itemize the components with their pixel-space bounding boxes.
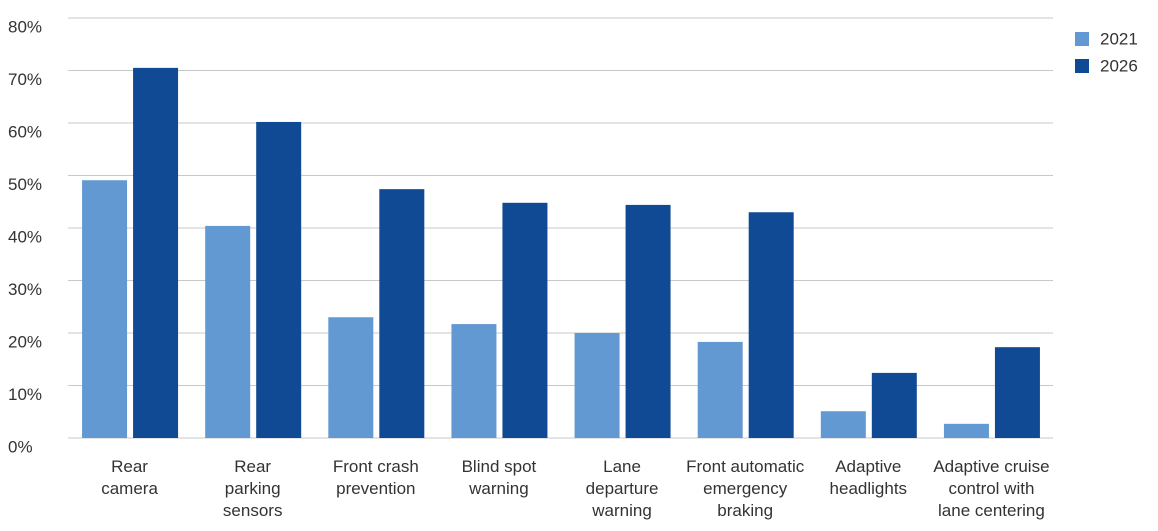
x-tick-label: Rear parking sensors	[222, 457, 283, 520]
x-tick-label: Front automatic emergency braking	[686, 457, 805, 520]
bar	[574, 333, 620, 438]
legend-swatch	[1075, 59, 1089, 73]
bar	[379, 189, 425, 438]
legend-swatch	[1075, 32, 1089, 46]
bar	[205, 225, 251, 438]
x-tick-label: Lane departure warning	[585, 457, 659, 520]
bar	[133, 67, 179, 438]
y-tick-label: 30%	[8, 280, 42, 299]
y-tick-label: 50%	[8, 175, 42, 194]
y-tick-label: 70%	[8, 70, 42, 89]
bar	[82, 180, 128, 438]
y-tick-label: 10%	[8, 385, 42, 404]
y-tick-label: 20%	[8, 332, 42, 351]
y-tick-label: 60%	[8, 122, 42, 141]
x-tick-label: Adaptive headlights	[829, 457, 908, 498]
bar	[943, 423, 989, 438]
x-tick-label: Rear camera	[101, 457, 158, 498]
x-tick-label: Front crash prevention	[332, 457, 419, 498]
bar	[256, 121, 302, 438]
legend-label: 2026	[1100, 56, 1138, 75]
legend-label: 2021	[1100, 29, 1138, 48]
y-tick-label: 40%	[8, 227, 42, 246]
bar	[625, 204, 671, 438]
bar	[994, 347, 1040, 438]
x-tick-label: Adaptive cruise control with lane center…	[933, 457, 1050, 520]
bar	[871, 372, 917, 438]
bar	[748, 212, 794, 438]
bar	[451, 324, 497, 438]
bar	[697, 341, 743, 438]
bar	[820, 411, 866, 438]
y-tick-label: 0%	[8, 437, 33, 456]
bar	[502, 202, 548, 438]
x-tick-label: Blind spot warning	[461, 457, 537, 498]
y-tick-label: 80%	[8, 17, 42, 36]
bar	[328, 317, 374, 438]
